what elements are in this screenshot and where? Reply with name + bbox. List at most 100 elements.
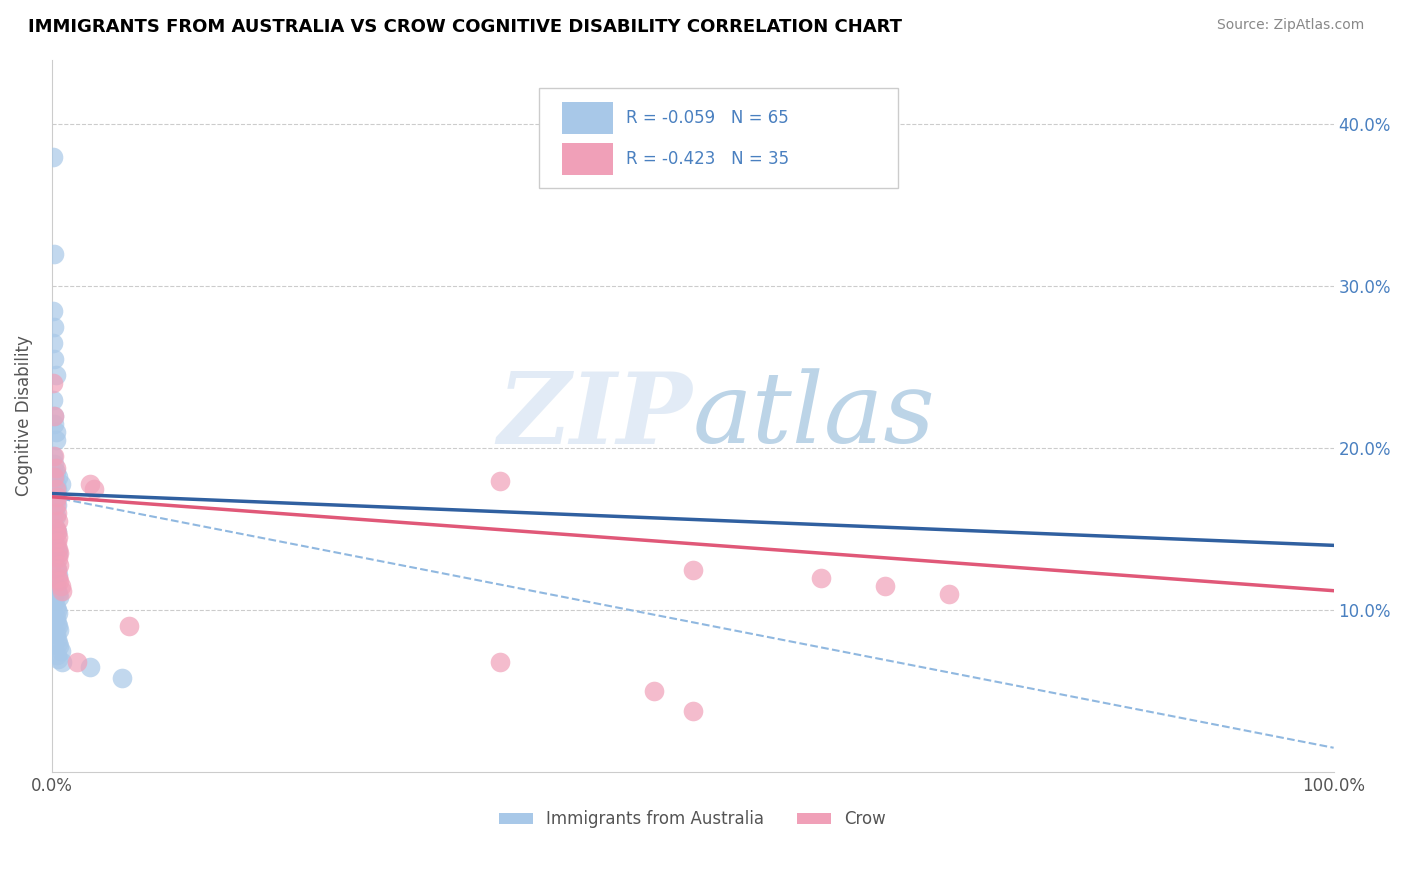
Point [45,535,67,549]
Point [46,607,69,621]
Point [48,639,70,653]
Point [45,368,67,383]
Point [45,627,67,641]
Point [45,522,67,536]
Point [42,502,65,516]
Point [682,563,704,577]
Text: ZIP: ZIP [498,368,693,464]
Point [48,590,70,604]
Point [44,247,66,261]
Point [45,525,67,540]
Point [51,583,73,598]
Point [45,563,67,577]
Point [111,671,134,685]
Point [45,498,67,512]
Point [45,632,67,647]
Point [938,587,960,601]
Point [45,558,67,572]
Point [42,376,65,391]
Legend: Immigrants from Australia, Crow: Immigrants from Australia, Crow [494,804,893,835]
Point [44,319,66,334]
Point [79,660,101,674]
Point [44,555,66,569]
Point [45,616,67,631]
Point [118,619,141,633]
Point [46,541,69,556]
Point [46,635,69,649]
Bar [562,143,613,175]
Point [42,303,65,318]
Text: atlas: atlas [693,368,935,464]
Point [46,619,69,633]
Point [83,482,105,496]
Point [45,493,67,508]
Point [45,583,67,598]
Point [42,335,65,350]
Point [45,433,67,447]
Point [45,541,67,556]
Point [45,579,67,593]
Point [42,392,65,407]
Point [45,466,67,480]
Point [45,509,67,524]
Point [46,470,69,484]
Point [489,474,512,488]
Point [45,522,67,536]
Point [44,595,66,609]
Point [682,704,704,718]
Point [48,623,70,637]
Point [42,486,65,500]
Y-axis label: Cognitive Disability: Cognitive Disability [15,335,32,496]
Point [42,551,65,566]
Point [489,655,512,669]
Point [46,514,69,528]
Point [44,450,66,464]
Bar [562,103,613,135]
Point [44,519,66,533]
Point [44,490,66,504]
Point [48,546,70,560]
Point [45,599,67,614]
Point [79,476,101,491]
Text: R = -0.423   N = 35: R = -0.423 N = 35 [626,151,789,169]
Point [42,470,65,484]
Point [45,611,67,625]
FancyBboxPatch shape [538,88,898,188]
Point [44,535,66,549]
Point [46,530,69,544]
Point [46,651,69,665]
Point [45,648,67,663]
Point [44,409,66,423]
Point [42,450,65,464]
Point [810,571,832,585]
Point [45,460,67,475]
Point [48,558,70,572]
Point [51,655,73,669]
Point [49,579,72,593]
Point [873,579,896,593]
Point [45,563,67,577]
Point [44,417,66,431]
Point [46,571,69,585]
Point [45,498,67,512]
Point [44,352,66,367]
Point [66,655,89,669]
Text: IMMIGRANTS FROM AUSTRALIA VS CROW COGNITIVE DISABILITY CORRELATION CHART: IMMIGRANTS FROM AUSTRALIA VS CROW COGNIT… [28,18,903,36]
Point [42,514,65,528]
Point [42,530,65,544]
Point [44,409,66,423]
Point [46,567,69,582]
Point [45,482,67,496]
Point [45,506,67,520]
Point [46,546,69,560]
Point [49,643,72,657]
Point [49,476,72,491]
Point [45,538,67,552]
Text: R = -0.059   N = 65: R = -0.059 N = 65 [626,109,789,127]
Point [45,482,67,496]
Point [45,476,67,491]
Point [45,490,67,504]
Point [44,470,66,484]
Point [45,603,67,617]
Point [42,150,65,164]
